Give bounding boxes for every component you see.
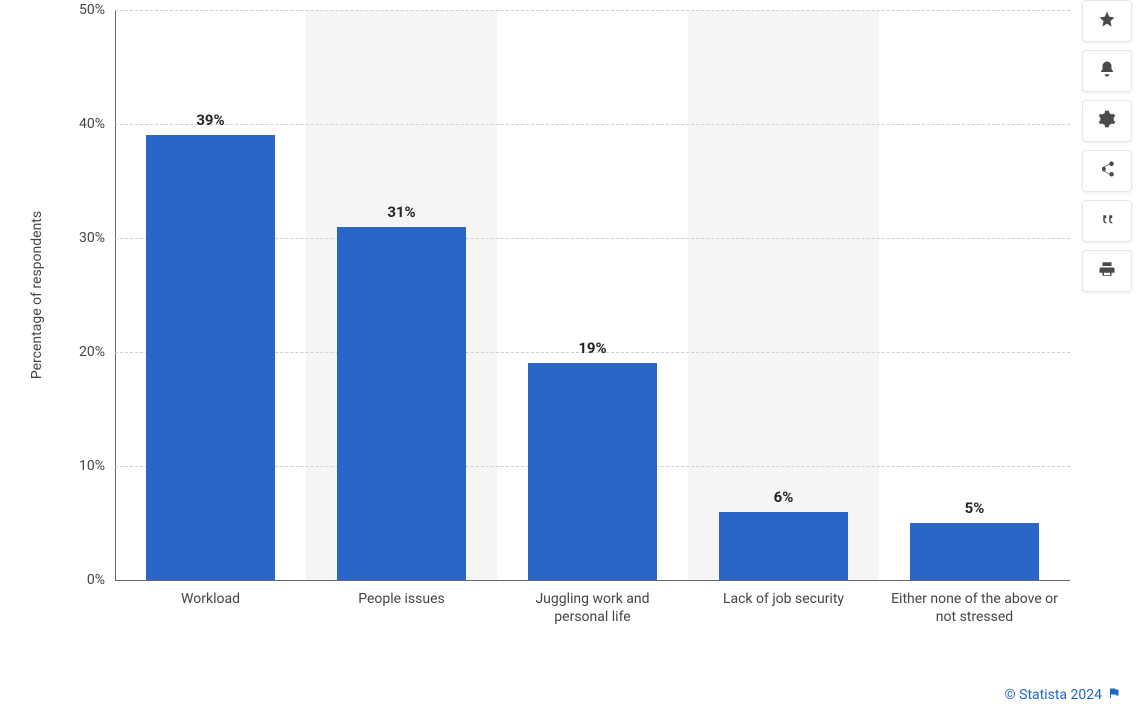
x-tick-label: Juggling work and personal life — [508, 580, 678, 626]
bar[interactable]: 5% — [910, 523, 1040, 580]
favorite-button[interactable] — [1082, 0, 1132, 42]
attribution[interactable]: © Statista 2024 — [1005, 687, 1120, 703]
y-tick-label: 10% — [79, 458, 115, 474]
y-tick-label: 40% — [79, 116, 115, 132]
chart-container: 0%10%20%30%40%50%39%Workload31%People is… — [0, 0, 1075, 660]
bar-value-label: 5% — [965, 499, 985, 523]
bar[interactable]: 19% — [528, 363, 658, 580]
chart-toolbar — [1082, 0, 1130, 292]
share-button[interactable] — [1082, 150, 1132, 192]
notification-button[interactable] — [1082, 50, 1132, 92]
flag-icon — [1108, 687, 1120, 703]
print-icon — [1098, 260, 1116, 282]
y-tick-label: 50% — [79, 2, 115, 18]
plot-area: 0%10%20%30%40%50%39%Workload31%People is… — [115, 10, 1070, 580]
settings-button[interactable] — [1082, 100, 1132, 142]
quote-button[interactable] — [1082, 200, 1132, 242]
share-icon — [1098, 160, 1116, 182]
x-tick-label: Lack of job security — [699, 580, 869, 608]
bar-value-label: 6% — [774, 488, 794, 512]
bar-value-label: 39% — [196, 111, 224, 135]
y-tick-label: 20% — [79, 344, 115, 360]
notification-icon — [1098, 60, 1116, 82]
quote-icon — [1098, 210, 1116, 232]
bar[interactable]: 31% — [337, 227, 467, 580]
favorite-icon — [1098, 10, 1116, 32]
settings-icon — [1098, 110, 1116, 132]
y-axis-line — [115, 10, 116, 580]
bar[interactable]: 39% — [146, 135, 276, 580]
print-button[interactable] — [1082, 250, 1132, 292]
y-tick-label: 30% — [79, 230, 115, 246]
bar-value-label: 31% — [387, 203, 415, 227]
x-tick-label: Workload — [126, 580, 296, 608]
y-tick-label: 0% — [87, 572, 115, 588]
x-tick-label: People issues — [317, 580, 487, 608]
bar[interactable]: 6% — [719, 512, 849, 580]
bar-value-label: 19% — [578, 339, 606, 363]
gridline — [115, 124, 1070, 125]
x-tick-label: Either none of the above or not stressed — [890, 580, 1060, 626]
gridline — [115, 10, 1070, 11]
attribution-text: © Statista 2024 — [1005, 687, 1102, 703]
y-axis-title: Percentage of respondents — [29, 211, 45, 379]
